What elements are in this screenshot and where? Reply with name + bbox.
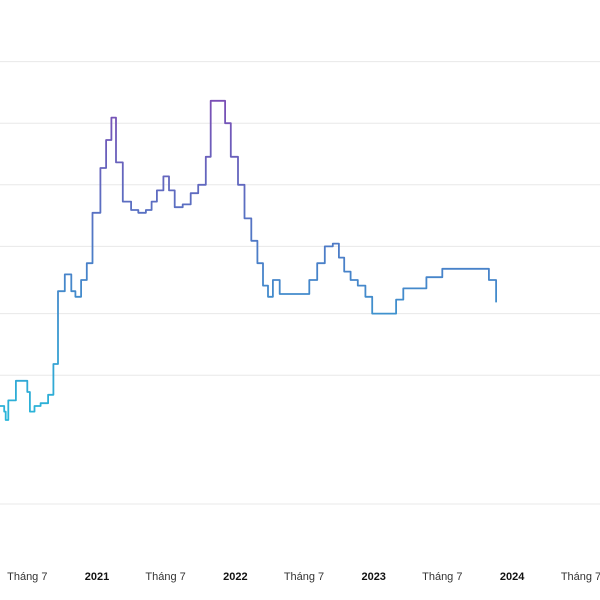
x-tick-label: Tháng 7 bbox=[561, 571, 600, 583]
gridlines bbox=[0, 61, 600, 505]
x-tick-label: Tháng 7 bbox=[145, 571, 185, 583]
series-group bbox=[0, 99, 497, 421]
series-line bbox=[0, 99, 497, 421]
x-tick-label: Tháng 7 bbox=[284, 571, 324, 583]
x-tick-label: 2023 bbox=[361, 571, 385, 583]
x-tick-label: 2022 bbox=[223, 571, 247, 583]
x-tick-label: 2024 bbox=[500, 571, 525, 583]
x-tick-label: Tháng 7 bbox=[422, 571, 462, 583]
x-axis: Tháng 7 2021 Tháng 7 2022 Tháng 7 2023 Tháng 7… bbox=[7, 571, 600, 583]
x-tick-label: Tháng 7 bbox=[7, 571, 47, 583]
x-tick-label: 2021 bbox=[85, 571, 109, 583]
